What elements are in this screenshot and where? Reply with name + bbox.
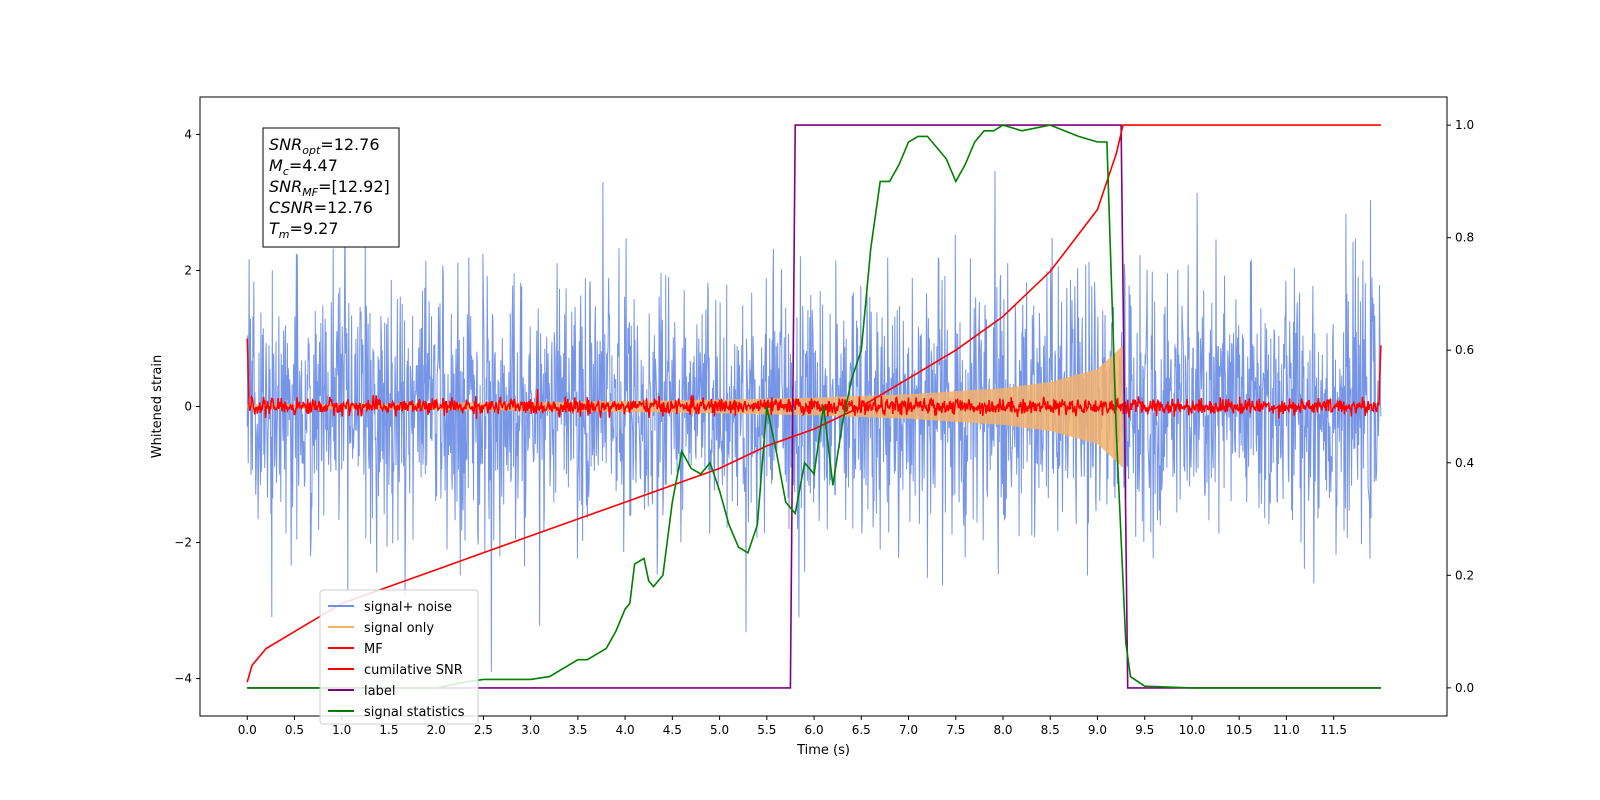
x-tick-label: 8.5: [1041, 723, 1060, 737]
legend-label: signal only: [364, 621, 434, 636]
y-left-tick-label: 2: [184, 263, 192, 277]
series-mf-line: [246, 338, 1382, 419]
legend: signal+ noise signal only MF cumilative SNR…: [319, 589, 479, 725]
legend-label: signal+ noise: [364, 600, 452, 615]
annotation-box: SNRopt=12.76Mc=4.47SNRMF=[12.92]CSNR=12.…: [262, 127, 400, 248]
annotation-line: CSNR=12.76: [269, 198, 373, 217]
annotation-line: SNRopt=12.76: [269, 135, 380, 157]
annotation-line: Mc=4.47: [269, 156, 338, 178]
series-signal-statistics-line: [247, 124, 1381, 689]
annotation-frame: [262, 127, 400, 248]
y-right-tick-label: 0.8: [1455, 231, 1474, 245]
axes: 0.0 0.5 1.0 1.5 2.0 2.5 3.0 3.5 4.0 4.5 5.0 5.5 6.0 6…: [150, 96, 1474, 758]
x-tick-label: 10.5: [1226, 723, 1253, 737]
y-left-tick-label: 4: [184, 127, 192, 141]
x-tick-label: 0.0: [238, 723, 257, 737]
x-tick-label: 5.5: [757, 723, 776, 737]
y-right-tick-label: 0.4: [1455, 456, 1474, 470]
x-tick-label: 2.0: [427, 723, 446, 737]
x-axis-label: Time (s): [796, 743, 850, 758]
x-tick-label: 4.5: [663, 723, 682, 737]
y-left-tick-label: −2: [174, 536, 192, 550]
x-tick-label: 6.0: [805, 723, 824, 737]
legend-label: MF: [364, 642, 383, 657]
x-tick-label: 9.5: [1135, 723, 1154, 737]
x-tick-label: 0.5: [285, 723, 304, 737]
x-tick-label: 7.0: [899, 723, 918, 737]
x-tick-label: 7.5: [946, 723, 965, 737]
series-signal-noise-line: [246, 170, 1382, 672]
legend-label: cumilative SNR: [364, 663, 463, 678]
x-tick-label: 2.5: [474, 723, 493, 737]
x-tick-label: 6.5: [852, 723, 871, 737]
x-tick-label: 4.0: [616, 723, 635, 737]
y-left-tick-label: 0: [184, 400, 192, 414]
y-right-tick-label: 1.0: [1455, 118, 1474, 132]
y-right-tick-label: 0.2: [1455, 568, 1474, 582]
annotation-line: SNRMF=[12.92]: [269, 177, 390, 199]
y-right-tick-label: 0.6: [1455, 343, 1474, 357]
y-left-tick-label: −4: [174, 672, 192, 686]
x-tick-label: 3.0: [521, 723, 540, 737]
x-tick-label: 8.0: [993, 723, 1012, 737]
x-tick-label: 11.0: [1273, 723, 1300, 737]
legend-frame: [319, 589, 479, 725]
x-tick-label: 1.5: [379, 723, 398, 737]
legend-label: label: [364, 684, 395, 699]
x-tick-label: 9.0: [1088, 723, 1107, 737]
x-tick-label: 11.5: [1320, 723, 1347, 737]
annotation-line: Tm=9.27: [269, 219, 339, 241]
x-tick-label: 5.0: [710, 723, 729, 737]
x-tick-label: 10.0: [1179, 723, 1206, 737]
y-right-tick-label: 0.0: [1455, 681, 1474, 695]
y-axis-label: Whitened strain: [150, 355, 165, 458]
x-tick-label: 3.5: [568, 723, 587, 737]
x-tick-label: 1.0: [332, 723, 351, 737]
legend-label: signal statistics: [364, 705, 465, 720]
